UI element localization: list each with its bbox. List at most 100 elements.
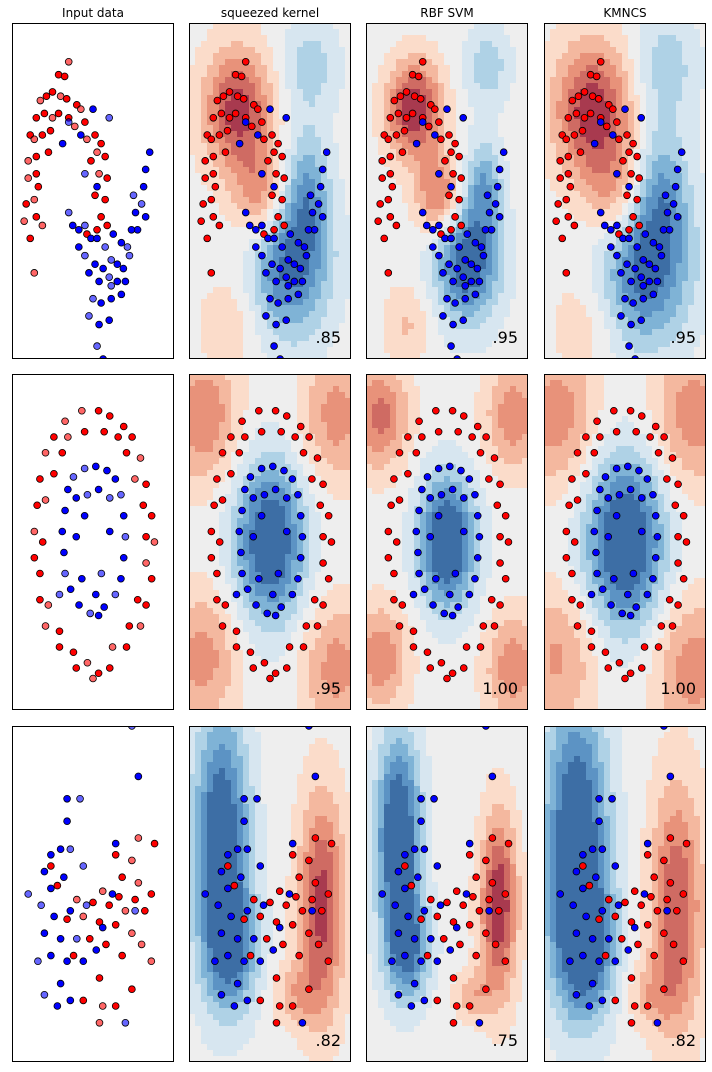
class-blue-point <box>105 494 114 502</box>
class-red-point <box>278 152 286 161</box>
class-red-point <box>390 569 398 578</box>
class-blue-point <box>145 148 154 157</box>
class-blue-point <box>78 574 86 583</box>
class-blue-point <box>277 603 285 611</box>
class-blue-point <box>431 131 439 139</box>
class-red-point <box>225 88 234 96</box>
class-red-point <box>83 658 92 667</box>
panel-r2-c1: .82 <box>189 726 351 1062</box>
class-red-point <box>131 475 139 483</box>
class-red-point <box>136 454 145 462</box>
class-red-point <box>423 951 432 960</box>
class-blue-point <box>463 230 472 238</box>
class-blue-point <box>34 957 42 965</box>
class-blue-point <box>426 494 435 502</box>
class-red-point <box>291 433 299 441</box>
class-blue-point <box>72 532 81 541</box>
class-red-point <box>666 834 675 842</box>
decision-surface <box>366 726 528 1062</box>
class-blue-point <box>401 884 409 893</box>
class-red-point <box>260 135 268 144</box>
class-blue-point <box>77 131 85 139</box>
class-red-point <box>32 213 41 221</box>
class-red-point <box>131 895 139 904</box>
class-red-point <box>384 195 393 204</box>
class-blue-point <box>75 601 83 609</box>
class-red-point <box>201 157 210 165</box>
class-red-point <box>585 881 594 890</box>
class-red-point <box>384 553 393 562</box>
class-blue-point <box>414 548 422 557</box>
class-blue-point <box>105 316 113 325</box>
class-blue-point <box>471 290 480 299</box>
class-red-point <box>501 574 510 583</box>
class-blue-point <box>237 548 245 557</box>
class-blue-point <box>592 873 600 881</box>
class-blue-point <box>243 845 252 853</box>
class-red-point <box>219 92 228 101</box>
class-red-point <box>568 96 577 105</box>
class-blue-point <box>643 839 652 848</box>
score-label: .95 <box>671 328 696 347</box>
class-red-point <box>270 148 278 157</box>
class-blue-point <box>451 299 459 307</box>
panel-frame <box>544 374 706 710</box>
class-red-point <box>147 511 156 520</box>
class-red-point <box>98 1002 107 1010</box>
class-red-point <box>133 595 142 604</box>
class-blue-point <box>123 243 132 251</box>
class-blue-point <box>91 462 100 471</box>
class-red-point <box>496 532 504 541</box>
class-red-point <box>433 912 442 921</box>
class-blue-point <box>595 957 603 965</box>
class-red-point <box>482 929 490 937</box>
class-blue-point <box>659 225 668 234</box>
class-blue-point <box>582 912 590 921</box>
class-red-point <box>573 496 582 504</box>
class-blue-point <box>93 234 101 243</box>
class-red-point <box>201 174 210 182</box>
class-red-point <box>70 122 79 131</box>
class-red-point <box>38 221 47 230</box>
class-blue-point <box>252 225 260 234</box>
class-red-point <box>319 480 327 489</box>
class-blue-point <box>111 839 120 848</box>
class-red-point <box>634 940 642 949</box>
class-blue-point <box>434 464 443 473</box>
class-blue-point <box>637 113 645 122</box>
class-blue-point <box>600 221 609 230</box>
class-red-point <box>128 856 136 865</box>
class-blue-point <box>607 601 615 609</box>
class-blue-point <box>590 139 599 148</box>
class-blue-point <box>92 946 101 954</box>
class-red-point <box>501 890 510 898</box>
class-red-point <box>495 906 503 915</box>
class-blue-point <box>80 511 89 520</box>
class-red-point <box>610 406 618 415</box>
class-blue-point <box>238 569 246 578</box>
class-red-point <box>456 940 464 949</box>
class-blue-point <box>318 165 327 174</box>
class-red-point <box>102 940 110 949</box>
class-red-point <box>105 664 114 672</box>
class-blue-point <box>598 845 607 853</box>
class-blue-point <box>276 264 284 273</box>
class-red-point <box>629 213 637 221</box>
class-blue-point <box>137 200 146 208</box>
class-blue-point <box>453 264 461 273</box>
score-label: .75 <box>493 1031 518 1050</box>
class-blue-point <box>653 277 662 286</box>
class-red-point <box>48 88 57 96</box>
class-red-point <box>596 57 605 66</box>
class-red-point <box>384 135 393 144</box>
class-red-point <box>111 1002 120 1010</box>
class-red-point <box>573 448 582 457</box>
class-red-point <box>97 139 105 148</box>
class-red-point <box>38 538 47 546</box>
class-blue-point <box>443 105 451 113</box>
class-red-point <box>564 113 573 122</box>
class-blue-point <box>101 243 109 251</box>
class-red-point <box>604 895 613 904</box>
class-blue-point <box>459 113 468 122</box>
class-blue-point <box>230 1002 239 1010</box>
